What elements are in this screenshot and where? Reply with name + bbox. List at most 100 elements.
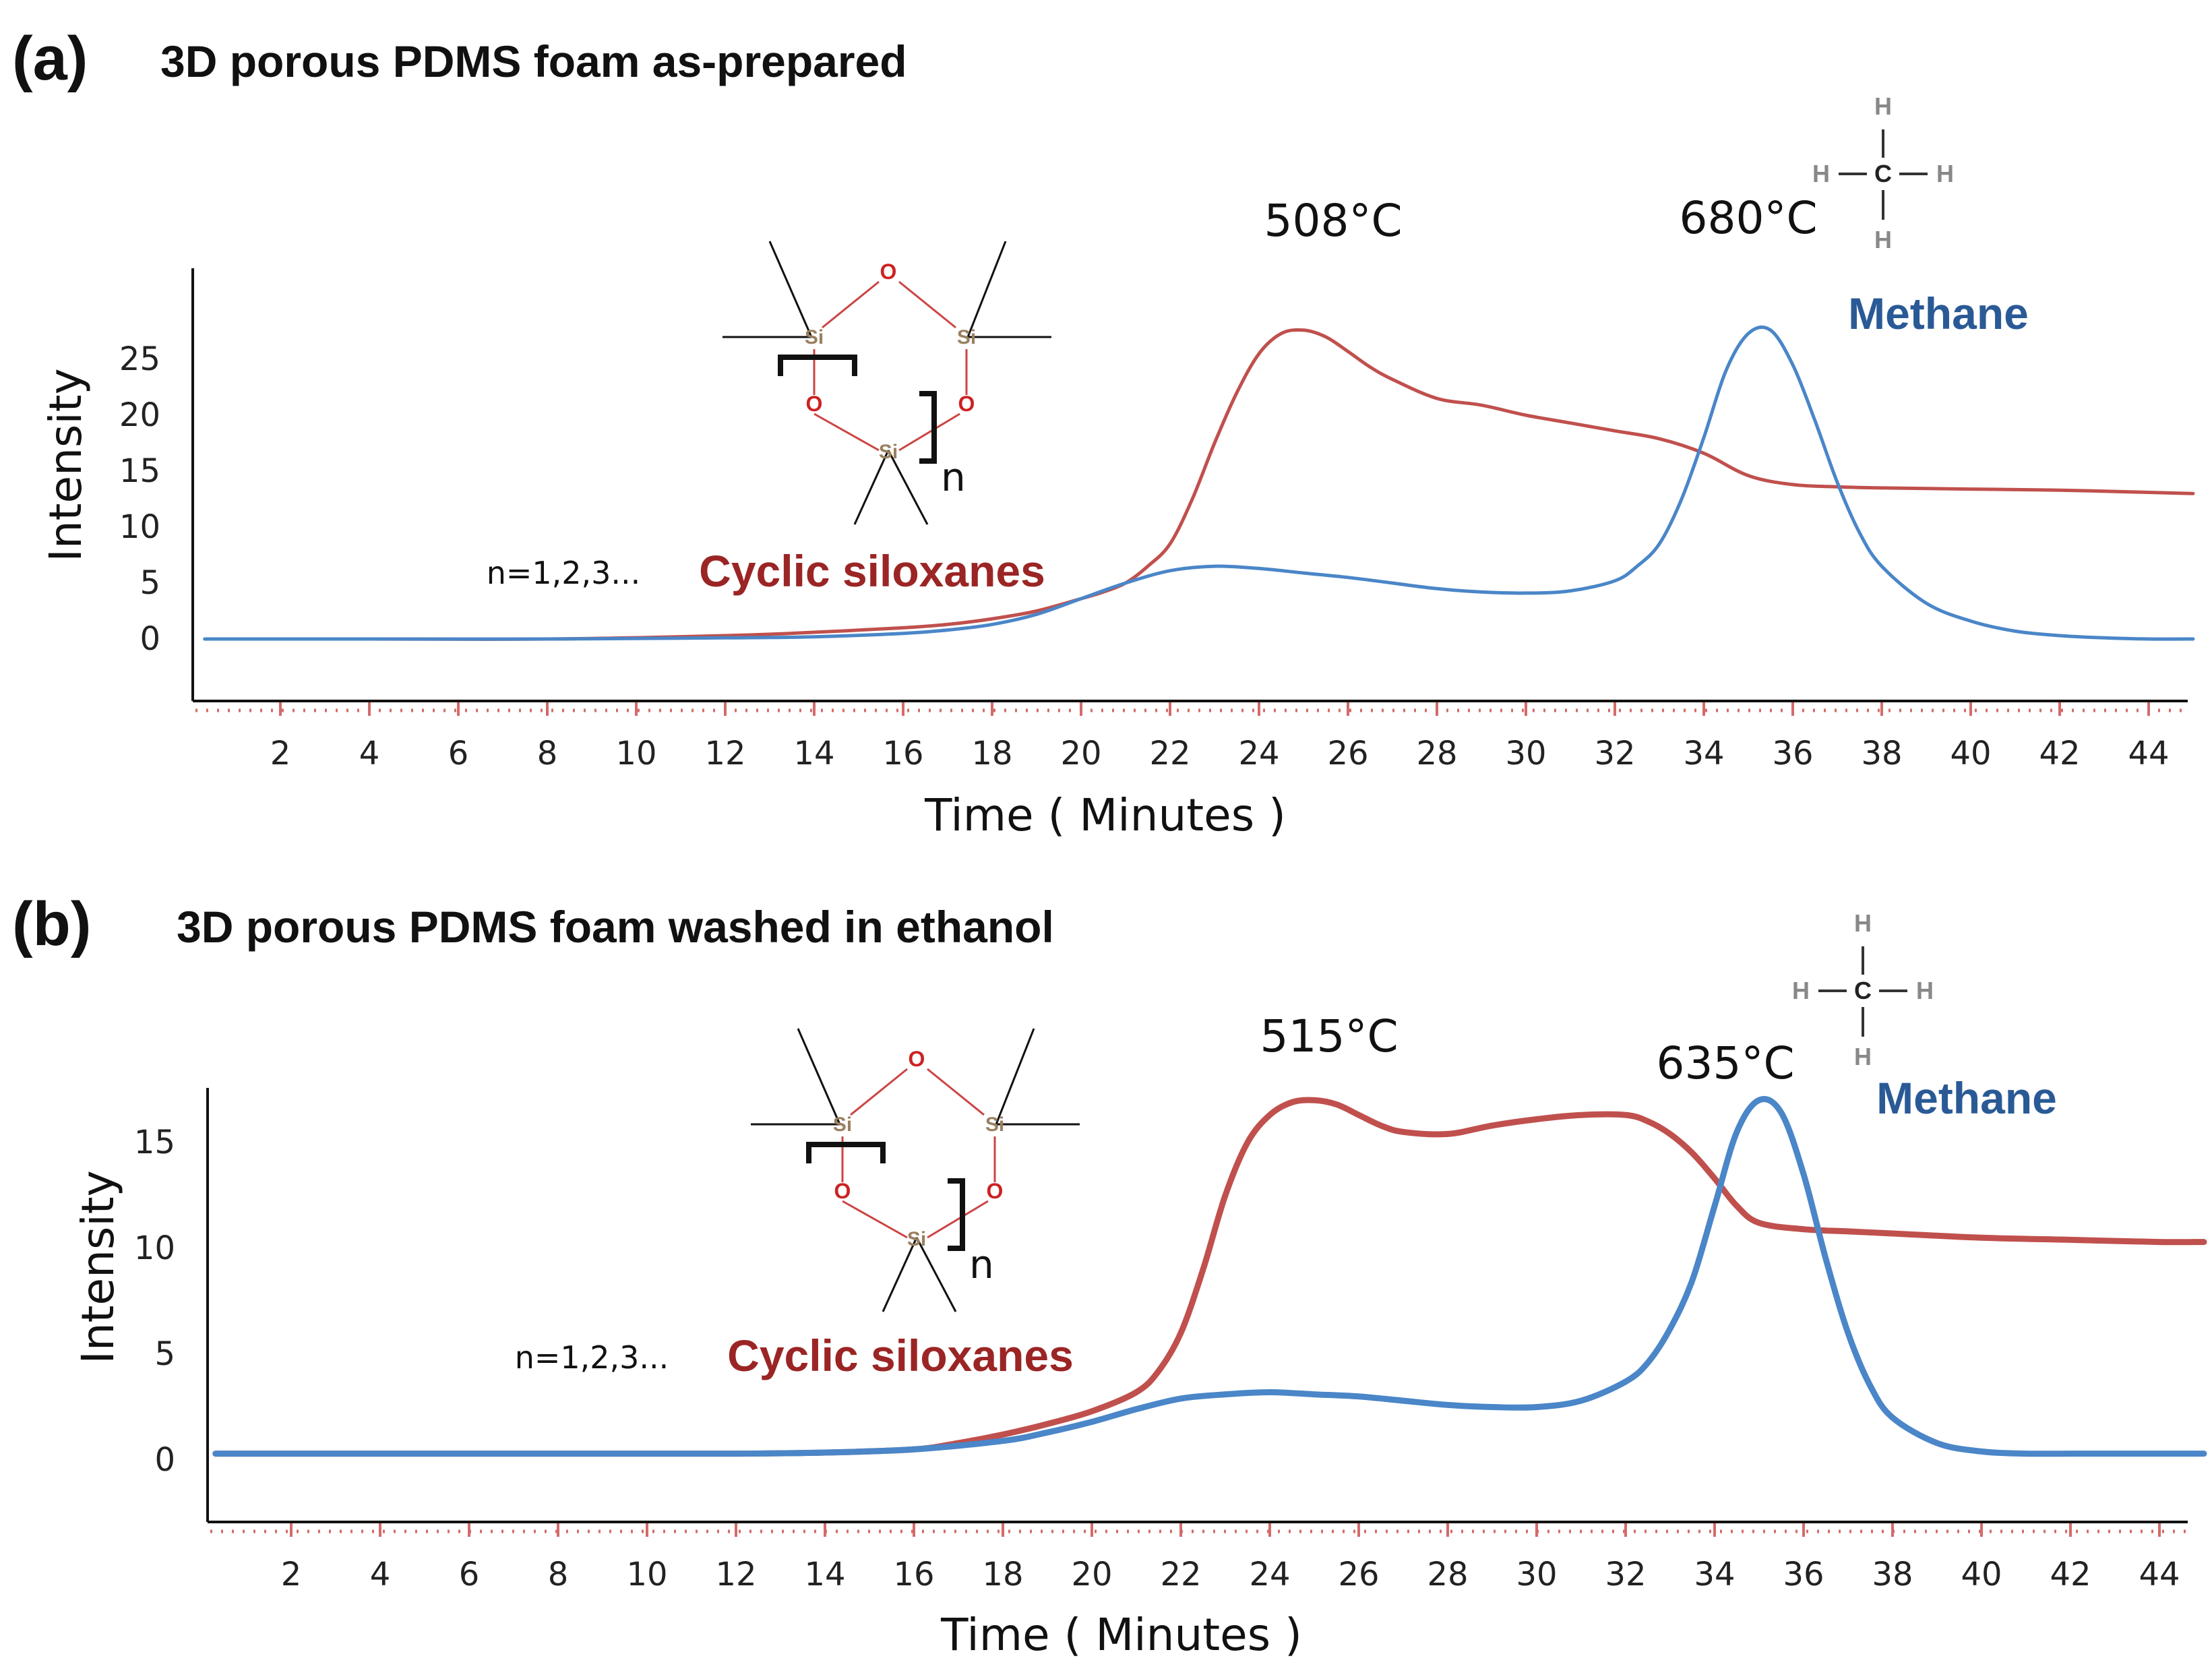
panel-b-methane-label: Methane [1876,1073,2057,1123]
panel-a-x-tick-label-16: 16 [882,735,923,772]
panel-b-x-tick-label-14: 14 [804,1556,845,1593]
panel-a-methane-structure: H H C H H [1812,92,1954,253]
panel-b-y-axis-title-text: Intensity [72,1170,124,1364]
panel-a-subscript-n: n [941,454,966,500]
panel-b-x-tick-label-26: 26 [1338,1556,1379,1593]
panel-b-x-tick-label-4: 4 [370,1556,391,1593]
panel-b-x-tick-label-24: 24 [1249,1556,1290,1593]
panel-a-x-tick-label-42: 42 [2039,735,2080,772]
panel-b-subscript-n: n [969,1242,994,1287]
panel-b-x-tick-label-10: 10 [626,1556,667,1593]
panel-b-methane-h-bottom: H [1854,1043,1872,1070]
panel-b-siloxane-peak-temp: 515°C [1260,1010,1398,1062]
panel-a-x-tick-label-28: 28 [1416,735,1457,772]
panel-a-y-tick-label-15: 15 [119,452,160,490]
panel-a-siloxane-peak-temp: 508°C [1264,195,1402,247]
panel-b-x-axis-title: Time ( Minutes ) [940,1609,1302,1661]
panel-b-x-tick-label-32: 32 [1605,1556,1646,1593]
panel-a-x-tick-label-40: 40 [1950,735,1991,772]
panel-a-n-label: n=1,2,3... [487,555,641,591]
panel-b-x-tick-label-12: 12 [715,1556,756,1593]
panel-b-x-tick-label-34: 34 [1694,1556,1735,1593]
panel-b-methane-peak-temp: 635°C [1656,1037,1794,1089]
panel-a-y-tick-label-0: 0 [140,620,160,658]
panel-b-title: 3D porous PDMS foam washed in ethanol [177,902,1054,952]
panel-b-x-tick-label-30: 30 [1516,1556,1557,1593]
panel-a-y-tick-label-20: 20 [119,396,160,434]
panel-a-series-cyclic-siloxanes [203,328,2195,641]
panel-b-x-tick-label-38: 38 [1872,1556,1913,1593]
panel-b-methane-c: C [1854,977,1872,1004]
panel-a-y-axis-title-text: Intensity [40,368,92,561]
panel-b-methane-structure: H H C H H [1792,909,1934,1070]
panel-b: (b) 3D porous PDMS foam washed in ethano… [12,890,2207,1661]
panel-a-series-methane [203,325,2195,641]
panel-a-methane-h-bottom: H [1874,226,1892,253]
panel-b-x-tick-label-8: 8 [548,1556,569,1593]
panel-a-silicon-bottom: Si [879,441,898,463]
panel-b-x-tick-label-42: 42 [2050,1556,2091,1593]
panel-b-y-tick-label-15: 15 [134,1124,175,1161]
panel-b-x-tick-label-36: 36 [1783,1556,1824,1593]
panel-a-x-tick-label-18: 18 [971,735,1012,772]
panel-b-silicon-left: Si [833,1114,852,1136]
panel-a-x-tick-label-44: 44 [2128,735,2169,772]
panel-b-siloxane-structure: O Si Si O O Si n [751,1028,1080,1312]
panel-a-oxygen-left: O [806,392,823,416]
panel-b-x-tick-label-16: 16 [893,1556,934,1593]
panel-a-x-tick-label-10: 10 [615,735,656,772]
panel-a-x-tick-label-12: 12 [704,735,745,772]
panel-b-oxygen-right: O [987,1179,1004,1203]
panel-a-y-tick-label-10: 10 [119,508,160,546]
panel-a-silicon-right: Si [957,326,976,348]
panel-a-x-tick-label-32: 32 [1594,735,1635,772]
panel-a-x-tick-label-6: 6 [448,735,469,772]
panel-a-methane-label: Methane [1848,288,2029,338]
panel-a-x-axis-title: Time ( Minutes ) [924,789,1286,841]
panel-a: (a) 3D porous PDMS foam as-prepared Inte… [12,24,2195,841]
panel-a-x-tick-label-26: 26 [1327,735,1368,772]
panel-a-methane-c: C [1874,160,1892,187]
panel-b-methane-h-top: H [1854,909,1872,937]
panel-a-y-tick-label-5: 5 [140,564,160,602]
panel-a-x-tick-label-34: 34 [1683,735,1724,772]
panel-a-siloxane-structure: O Si Si O O Si n [723,241,1051,525]
panel-a-siloxane-label: Cyclic siloxanes [699,546,1045,596]
panel-a-methane-h-left: H [1812,160,1830,187]
panel-b-n-label: n=1,2,3... [515,1339,669,1376]
panel-a-title: 3D porous PDMS foam as-prepared [160,36,907,86]
panel-b-series-methane [212,1096,2207,1457]
panel-b-x-tick-label-28: 28 [1427,1556,1468,1593]
panel-b-y-tick-label-0: 0 [154,1441,175,1479]
panel-a-y-tick-label-25: 25 [119,340,160,378]
panel-a-methane-peak-temp: 680°C [1679,192,1817,244]
panel-b-y-tick-label-5: 5 [154,1335,175,1373]
panel-a-x-tick-label-22: 22 [1149,735,1190,772]
panel-a-x-tick-label-14: 14 [793,735,834,772]
panel-b-letter: (b) [12,890,91,958]
panel-b-x-tick-label-22: 22 [1160,1556,1201,1593]
panel-a-y-axis-title: Intensity [40,368,92,561]
panel-b-series-cyclic-siloxanes [212,1097,2207,1457]
panel-a-x-tick-label-8: 8 [537,735,558,772]
panel-b-x-tick-label-6: 6 [459,1556,480,1593]
panel-a-x-tick-label-36: 36 [1772,735,1813,772]
panel-b-methane-h-right: H [1916,977,1934,1004]
panel-b-x-tick-label-18: 18 [982,1556,1023,1593]
panel-b-oxygen-left: O [834,1179,851,1203]
panel-b-y-tick-label-10: 10 [134,1229,175,1267]
panel-a-letter: (a) [12,24,88,93]
panel-b-y-axis-title: Intensity [72,1170,124,1364]
panel-b-x-tick-label-20: 20 [1071,1556,1112,1593]
panel-a-oxygen-right: O [958,392,975,416]
panel-a-x-tick-label-20: 20 [1060,735,1101,772]
panel-b-x-tick-label-2: 2 [281,1556,302,1593]
panel-a-x-tick-label-2: 2 [270,735,291,772]
panel-b-x-tick-label-40: 40 [1961,1556,2002,1593]
panel-b-silicon-right: Si [985,1114,1004,1136]
panel-b-methane-h-left: H [1792,977,1810,1004]
panel-b-oxygen-top: O [909,1047,925,1071]
panel-b-plot: 2 4 6 8 10 12 14 16 18 20 22 24 26 28 30 32 34 36 38 40 42 44… [134,1088,2207,1593]
panel-a-x-tick-label-30: 30 [1505,735,1546,772]
